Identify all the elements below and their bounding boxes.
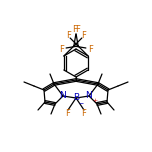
- Text: F: F: [75, 26, 79, 35]
- Text: F: F: [88, 45, 93, 54]
- Text: F: F: [59, 45, 64, 54]
- Text: −: −: [78, 100, 84, 105]
- Text: F: F: [66, 31, 71, 40]
- Text: B: B: [73, 93, 79, 102]
- Text: +: +: [92, 98, 98, 104]
- Text: F: F: [73, 26, 77, 35]
- Text: F: F: [82, 109, 86, 117]
- Text: N: N: [86, 92, 92, 100]
- Text: N: N: [60, 92, 66, 100]
- Text: F: F: [66, 109, 70, 117]
- Text: F: F: [81, 31, 86, 40]
